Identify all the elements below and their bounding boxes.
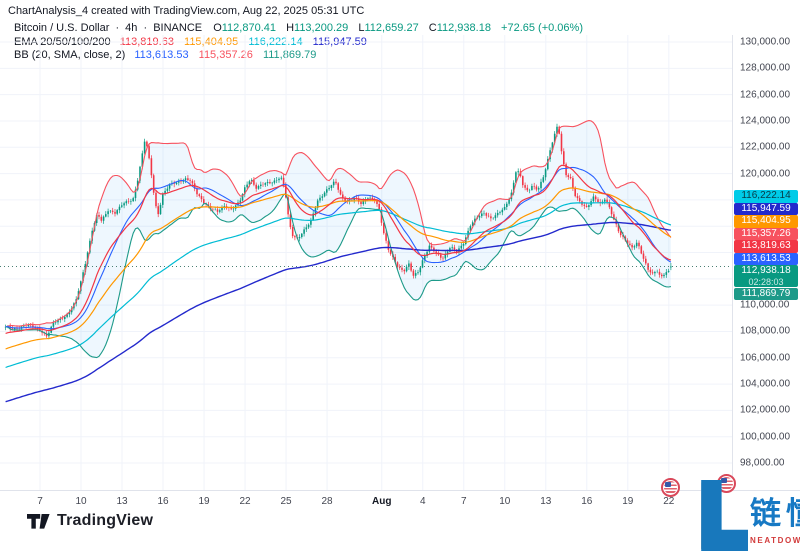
price-axis-tick: 128,000.00 — [740, 62, 791, 74]
time-axis-tick: 7 — [460, 496, 467, 507]
time-axis-tick: 7 — [37, 496, 43, 507]
price-axis-tick: 126,000.00 — [740, 89, 791, 101]
close-label: C — [428, 22, 437, 34]
bb-basis-line — [5, 166, 672, 330]
flag-union — [665, 482, 671, 487]
tradingview-logo[interactable]: TradingView — [27, 512, 153, 530]
bollinger-band-fill — [5, 120, 671, 358]
bb-label: BB (20, SMA, close, 2) — [14, 49, 126, 61]
symbol-name: Bitcoin / U.S. Dollar — [14, 22, 110, 34]
bb-lower-value: 111,869.79 — [262, 49, 317, 61]
symbol-exchange: BINANCE — [153, 22, 203, 34]
symbol-legend-row[interactable]: Bitcoin / U.S. Dollar · 4h · BINANCE O11… — [14, 22, 590, 34]
time-axis-tick: 13 — [116, 496, 128, 507]
ema20-line — [5, 164, 672, 334]
ema100-line — [5, 202, 672, 369]
price-axis-tick: 100,000.00 — [740, 431, 791, 443]
high-label: H — [286, 22, 295, 34]
open-value: 112,870.41 — [221, 22, 276, 34]
separator: · — [115, 22, 120, 34]
change-value: +72.65 (+0.06%) — [501, 22, 583, 34]
time-scale[interactable]: 7 10 13 16 19 22 25 28 Aug 4 7 10 13 16 19 22 — [0, 490, 800, 511]
price-axis-tick: 124,000.00 — [740, 115, 791, 127]
neatdown-watermark[interactable]: 链懂 NEATDOWN.COM — [684, 474, 800, 551]
indicator-price-label: 115,404.95 — [734, 215, 798, 228]
price-axis-tick: 108,000.00 — [740, 325, 791, 337]
price-axis-tick: 104,000.00 — [740, 378, 791, 390]
bb-upper-line — [5, 120, 672, 328]
indicator-price-label: 115,947.59 — [734, 202, 798, 215]
time-axis-tick: Aug — [372, 496, 392, 507]
bb-upper-value: 115,357.26 — [198, 49, 253, 61]
symbol-interval: 4h — [125, 22, 138, 34]
bb-basis-value: 113,613.53 — [134, 49, 189, 61]
price-axis-tick: 110,000.00 — [740, 299, 790, 311]
current-price-label: 112,938.18 02:28:03 — [734, 265, 798, 287]
time-axis-tick: 22 — [663, 496, 675, 507]
neatdown-site-url: NEATDOWN.COM — [750, 536, 800, 545]
price-axis-tick: 106,000.00 — [740, 352, 791, 364]
time-axis-tick: 25 — [280, 496, 292, 507]
high-value: 113,200.29 — [294, 22, 349, 34]
time-axis-tick: 10 — [499, 496, 511, 507]
time-axis-tick: 13 — [540, 496, 552, 507]
price-scale[interactable]: 130,000.00 128,000.00 126,000.00 124,000.00… — [732, 35, 800, 490]
separator: · — [143, 22, 148, 34]
tradingview-wordmark: TradingView — [57, 512, 154, 529]
price-axis-tick: 122,000.00 — [740, 141, 791, 153]
low-value: 112,659.27 — [364, 22, 419, 34]
time-axis-tick: 22 — [239, 496, 251, 507]
tradingview-logomark — [27, 513, 50, 529]
logo-blue-l — [701, 480, 748, 551]
price-axis-tick: 98,000.00 — [740, 457, 785, 469]
time-axis-tick: 10 — [75, 496, 87, 507]
time-axis-tick: 19 — [198, 496, 210, 507]
time-axis-tick: 16 — [157, 496, 169, 507]
indicator-price-label: 113,613.53 — [734, 252, 798, 265]
time-axis-tick: 4 — [419, 496, 426, 507]
indicator-price-label: 113,819.63 — [734, 240, 798, 253]
bb-lower-line — [5, 192, 671, 359]
open-label: O — [213, 22, 222, 34]
ema200-line — [5, 221, 671, 403]
time-axis-tick: 19 — [622, 496, 634, 507]
candlestick-chart-canvas[interactable] — [0, 35, 732, 490]
low-label: L — [358, 22, 365, 34]
bar-countdown: 02:28:03 — [748, 276, 784, 287]
price-axis-tick: 120,000.00 — [740, 168, 791, 180]
chart-title: ChartAnalysis_4 created with TradingView… — [8, 5, 365, 17]
price-axis-tick: 130,000.00 — [740, 36, 791, 48]
bb-legend-row[interactable]: BB (20, SMA, close, 2) 113,613.53 115,35… — [14, 49, 323, 61]
indicator-price-label: 115,357.26 — [734, 227, 798, 240]
neatdown-cn-name: 链懂 — [750, 496, 800, 531]
price-axis-tick: 102,000.00 — [740, 404, 791, 416]
indicator-price-label: 111,869.79 — [734, 287, 798, 300]
indicator-price-label: 116,222.14 — [734, 190, 798, 203]
ema50-line — [5, 187, 672, 350]
flag-union — [721, 478, 727, 483]
neatdown-logo-icon — [688, 480, 748, 551]
close-value: 112,938.18 — [436, 22, 491, 34]
us-flag-event-icon[interactable] — [661, 478, 680, 497]
time-axis-tick: 28 — [321, 496, 333, 507]
time-axis-tick: 16 — [581, 496, 593, 507]
